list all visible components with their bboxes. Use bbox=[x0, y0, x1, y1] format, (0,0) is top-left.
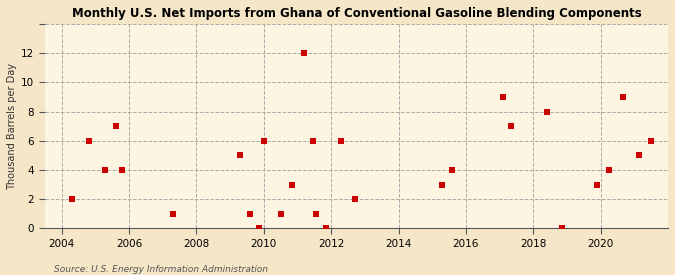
Point bbox=[336, 139, 347, 143]
Point bbox=[253, 226, 264, 231]
Point bbox=[506, 124, 517, 128]
Point bbox=[307, 139, 318, 143]
Point bbox=[259, 139, 269, 143]
Point bbox=[634, 153, 645, 158]
Point bbox=[556, 226, 567, 231]
Point bbox=[321, 226, 331, 231]
Point bbox=[646, 139, 657, 143]
Point bbox=[541, 109, 552, 114]
Point bbox=[275, 211, 286, 216]
Point bbox=[299, 51, 310, 55]
Point bbox=[350, 197, 360, 201]
Point bbox=[437, 182, 448, 187]
Text: Source: U.S. Energy Information Administration: Source: U.S. Energy Information Administ… bbox=[54, 265, 268, 274]
Y-axis label: Thousand Barrels per Day: Thousand Barrels per Day bbox=[7, 63, 17, 190]
Point bbox=[310, 211, 321, 216]
Point bbox=[110, 124, 121, 128]
Point bbox=[117, 168, 128, 172]
Point bbox=[167, 211, 178, 216]
Point bbox=[617, 95, 628, 99]
Point bbox=[83, 139, 94, 143]
Point bbox=[287, 182, 298, 187]
Point bbox=[592, 182, 603, 187]
Point bbox=[235, 153, 246, 158]
Point bbox=[447, 168, 458, 172]
Point bbox=[497, 95, 508, 99]
Point bbox=[245, 211, 256, 216]
Point bbox=[66, 197, 77, 201]
Point bbox=[100, 168, 111, 172]
Title: Monthly U.S. Net Imports from Ghana of Conventional Gasoline Blending Components: Monthly U.S. Net Imports from Ghana of C… bbox=[72, 7, 641, 20]
Point bbox=[603, 168, 614, 172]
